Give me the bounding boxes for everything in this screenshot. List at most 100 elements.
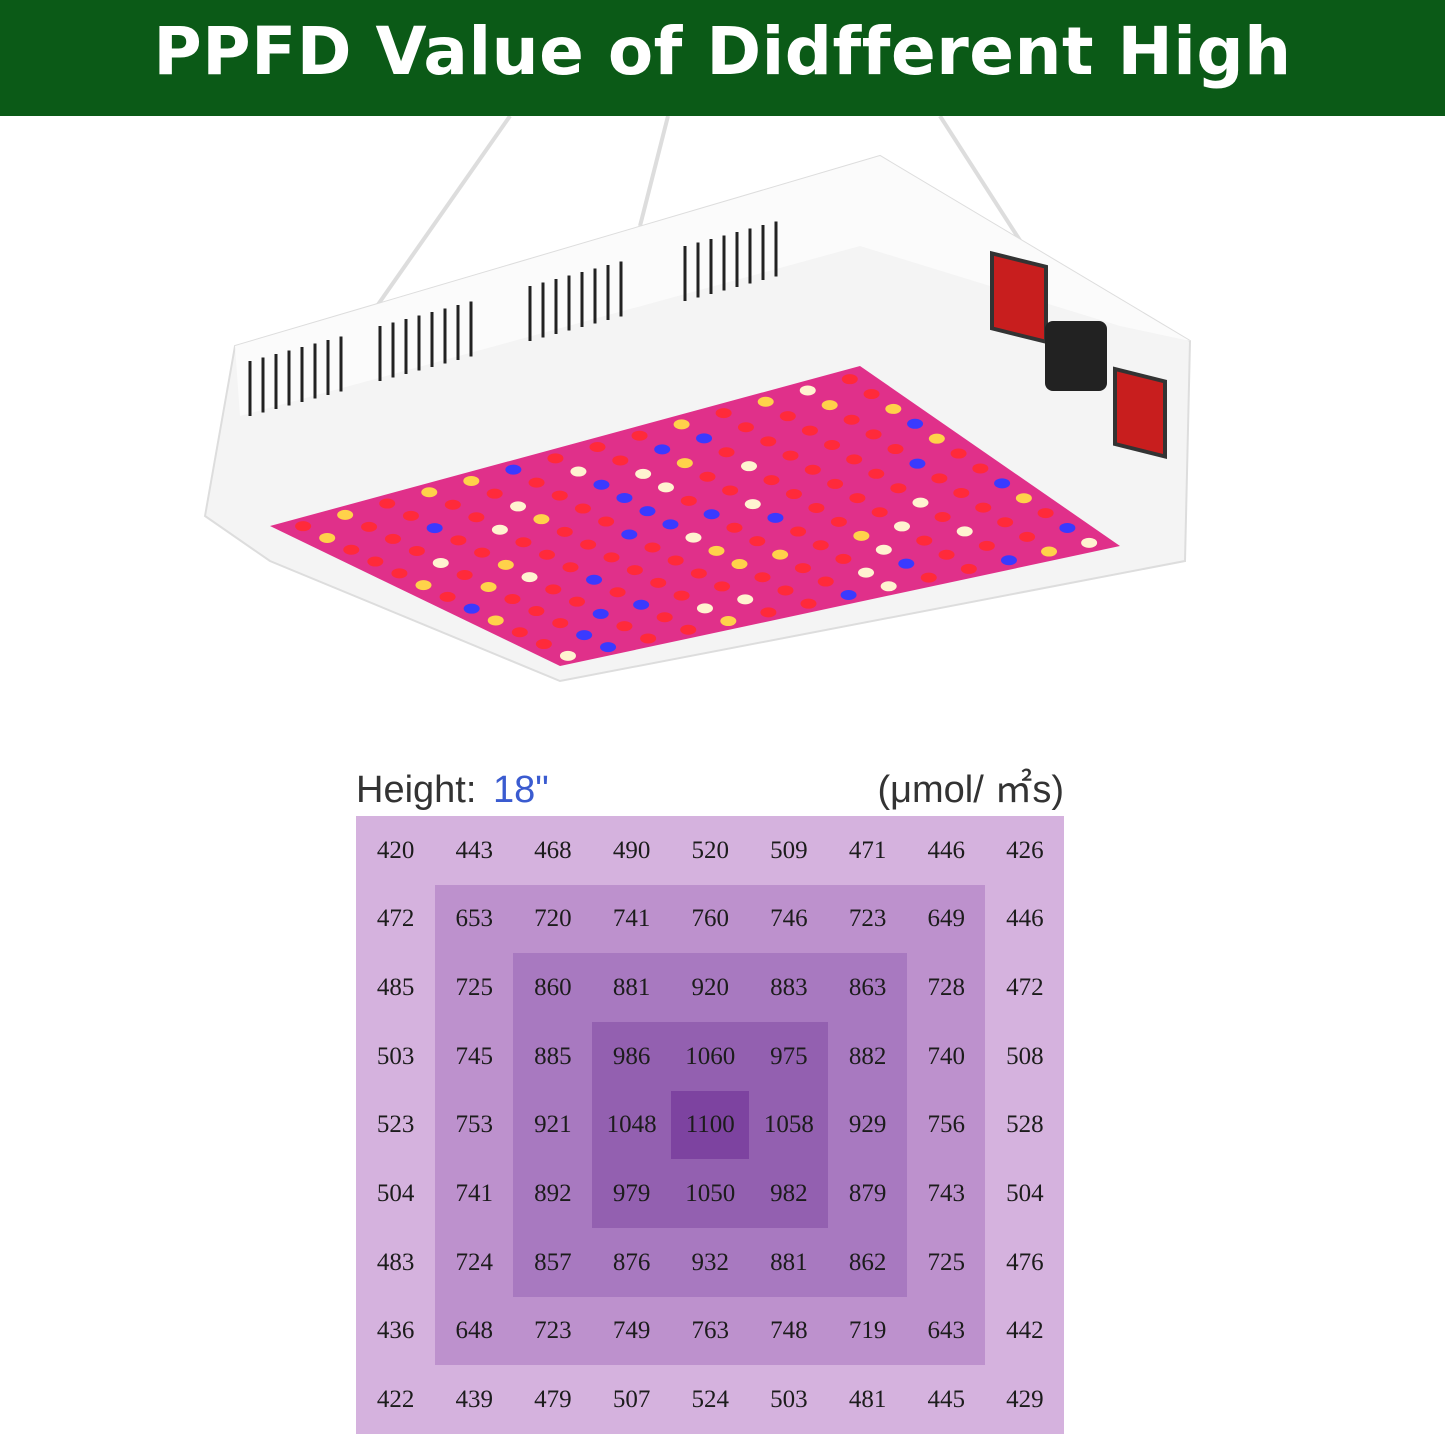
led (408, 545, 425, 556)
led (824, 439, 841, 450)
ppfd-cell: 429 (985, 1365, 1065, 1435)
led (528, 477, 545, 488)
led (463, 475, 480, 486)
led (626, 565, 643, 576)
led (875, 544, 892, 555)
led (337, 509, 354, 520)
ppfd-cell: 982 (749, 1159, 829, 1229)
ppfd-cell: 649 (906, 884, 986, 954)
ppfd-cell: 468 (513, 816, 593, 886)
led (703, 509, 720, 520)
ppfd-cell: 723 (513, 1296, 593, 1366)
led (1041, 546, 1058, 557)
led (456, 569, 473, 580)
ppfd-cell: 490 (592, 816, 672, 886)
led (853, 530, 870, 541)
ppfd-cell: 881 (592, 953, 672, 1023)
led (547, 453, 564, 464)
led (616, 621, 633, 632)
led (432, 557, 449, 568)
ppfd-cell: 472 (356, 884, 436, 954)
ppfd-cell: 920 (670, 953, 750, 1023)
ppfd-cell: 509 (749, 816, 829, 886)
led (1000, 555, 1017, 566)
led (600, 642, 617, 653)
ppfd-cell: 728 (906, 953, 986, 1023)
led (343, 544, 360, 555)
led (696, 433, 713, 444)
ppfd-cell: 745 (434, 1022, 514, 1092)
ppfd-cell: 753 (434, 1090, 514, 1160)
led (538, 549, 555, 560)
led (767, 512, 784, 523)
ppfd-cell: 1100 (670, 1090, 750, 1160)
ppfd-cell: 524 (670, 1365, 750, 1435)
led (865, 429, 882, 440)
ppfd-grid: 420 443 468 490 520 509 471 446 426 472 653 720 741 7… (356, 816, 1065, 1435)
led (846, 454, 863, 465)
led (415, 580, 432, 591)
hanging-wires (368, 116, 1032, 318)
led (384, 533, 401, 544)
ppfd-cell: 756 (906, 1090, 986, 1160)
led (972, 463, 989, 474)
led (893, 521, 910, 532)
ppfd-cell: 857 (513, 1228, 593, 1298)
led (676, 458, 693, 469)
led (779, 411, 796, 422)
led (515, 537, 532, 548)
led (511, 627, 528, 638)
led (817, 576, 834, 587)
led (621, 529, 638, 540)
led-panel (270, 366, 1120, 666)
led (556, 526, 573, 537)
ppfd-cell: 885 (513, 1022, 593, 1092)
ppfd-cell: 436 (356, 1296, 436, 1366)
led (737, 422, 754, 433)
led (934, 512, 951, 523)
ppfd-cell: 528 (985, 1090, 1065, 1160)
led (737, 594, 754, 605)
led (510, 501, 527, 512)
led (785, 489, 802, 500)
led (760, 436, 777, 447)
led (978, 540, 995, 551)
led (696, 603, 713, 614)
led (667, 555, 684, 566)
led (421, 487, 438, 498)
ppfd-cell: 724 (434, 1228, 514, 1298)
ppfd-cell: 507 (592, 1365, 672, 1435)
led (907, 418, 924, 429)
led (570, 466, 587, 477)
led (794, 563, 811, 574)
led (909, 458, 926, 469)
led (799, 385, 816, 396)
led (953, 487, 970, 498)
led (319, 532, 336, 543)
led (1037, 508, 1054, 519)
ppfd-cell: 986 (592, 1022, 672, 1092)
led (426, 523, 443, 534)
led (673, 590, 690, 601)
led (863, 389, 880, 400)
vents (248, 221, 778, 416)
led (827, 478, 844, 489)
ppfd-cell: 446 (906, 816, 986, 886)
ppfd-cell: 719 (828, 1296, 908, 1366)
ppfd-cell: 862 (828, 1228, 908, 1298)
led (680, 624, 697, 635)
bloom-switch (1113, 366, 1167, 459)
led (804, 464, 821, 475)
led (487, 615, 504, 626)
led (552, 618, 569, 629)
led (379, 498, 396, 509)
led (593, 479, 610, 490)
led (592, 608, 609, 619)
led (885, 403, 902, 414)
led (521, 572, 538, 583)
led (504, 594, 521, 605)
led (718, 447, 735, 458)
led (612, 455, 629, 466)
ppfd-cell: 1058 (749, 1090, 829, 1160)
led (938, 549, 955, 560)
